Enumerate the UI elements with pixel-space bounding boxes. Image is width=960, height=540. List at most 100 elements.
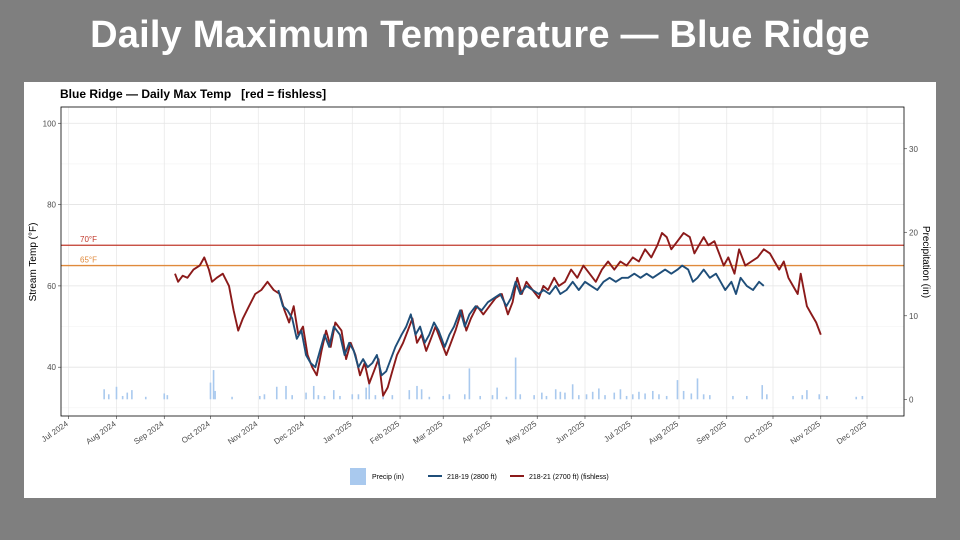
precip-bar — [357, 394, 360, 400]
precip-bar — [702, 394, 705, 400]
precip-bar — [564, 392, 566, 400]
precip-bar — [442, 395, 445, 400]
precip-bar — [209, 382, 212, 400]
precip-bar — [214, 390, 216, 400]
precip-bar — [365, 387, 367, 400]
precip-bar — [696, 378, 699, 400]
reference-line-label: 65°F — [80, 256, 97, 265]
precip-bar — [855, 396, 858, 400]
precip-bar — [107, 394, 110, 400]
precip-bar — [263, 394, 266, 400]
precip-bar — [801, 395, 804, 400]
precip-bar — [166, 395, 169, 400]
x-tick-label: Oct 2025 — [742, 419, 774, 445]
precip-bar — [709, 395, 711, 400]
precip-bar — [514, 357, 517, 400]
chart-title: Blue Ridge — Daily Max Temp [red = fishl… — [60, 87, 326, 101]
precip-bar — [806, 390, 808, 400]
precip-bar — [690, 393, 693, 400]
reference-line-label: 70°F — [80, 235, 97, 244]
precip-bar — [631, 394, 634, 400]
x-tick-label: Dec 2025 — [835, 419, 869, 446]
precip-bar — [420, 389, 423, 400]
precip-bar — [323, 395, 326, 400]
x-tick-label: Aug 2025 — [647, 419, 681, 446]
precip-bar — [231, 396, 233, 400]
x-tick-label: May 2025 — [504, 419, 538, 447]
y2-tick-label: 0 — [909, 395, 914, 404]
legend-precip-label: Precip (in) — [372, 474, 404, 481]
precip-bar — [351, 394, 354, 400]
precip-bar — [682, 390, 685, 400]
precip-bar — [665, 395, 668, 400]
precip-bar — [519, 394, 522, 400]
grid-layer — [61, 107, 904, 416]
precip-bar — [391, 395, 394, 400]
precip-bar — [644, 393, 646, 400]
precip-bar — [792, 395, 794, 400]
precip-bar — [103, 389, 105, 400]
precip-bar — [651, 390, 654, 400]
slide-title: Daily Maximum Temperature — Blue Ridge — [90, 14, 870, 56]
precip-bar — [368, 378, 371, 400]
x-tick-label: Aug 2024 — [84, 419, 118, 446]
precip-bar — [619, 389, 622, 400]
precip-bar — [571, 384, 574, 400]
precip-bar — [212, 370, 215, 400]
legend-precip-swatch — [350, 468, 366, 485]
x-tick-label: Sep 2025 — [695, 419, 729, 446]
precip-bar — [491, 395, 494, 400]
precip-bar — [746, 395, 748, 400]
precip-bar — [766, 394, 768, 400]
x-tick-label: Oct 2024 — [180, 419, 212, 445]
x-tick-label: Sep 2024 — [132, 419, 166, 446]
x-tick-label: Nov 2025 — [789, 419, 823, 446]
precip-bar — [732, 395, 734, 400]
legend: Precip (in) 218-19 (2800 ft) 218-21 (2700 … — [350, 468, 609, 485]
x-tick-label: Jun 2025 — [554, 419, 587, 446]
x-tick-label: Nov 2024 — [226, 419, 260, 446]
precip-bar — [818, 394, 821, 400]
precip-bar — [374, 395, 377, 400]
precip-bar — [545, 395, 548, 400]
precip-bar — [291, 395, 293, 400]
precip-bar — [591, 391, 594, 400]
precip-bar — [131, 390, 133, 400]
y-tick-label: 80 — [47, 201, 56, 210]
precip-bar — [541, 392, 543, 400]
x-tick-label: Jan 2025 — [321, 419, 354, 446]
precip-bars — [103, 357, 864, 400]
chart-panel: Blue Ridge — Daily Max Temp [red = fishl… — [24, 82, 936, 498]
precip-bar — [463, 394, 466, 400]
precip-bar — [428, 396, 431, 400]
y2-tick-label: 20 — [909, 228, 918, 237]
precip-bar — [585, 394, 588, 400]
axis-labels: 40 60 80 100 0 10 20 30 Jul 2024 Aug 2024 Sep 2024… — [40, 119, 919, 447]
precip-bar — [259, 395, 261, 400]
precip-bar — [658, 394, 660, 400]
x-tick-label: Jul 2025 — [602, 419, 632, 444]
precip-bar — [479, 395, 481, 400]
y-axis-title: Stream Temp (°F) — [28, 223, 39, 302]
precip-bar — [305, 392, 307, 400]
series-lines — [174, 232, 822, 397]
precip-bar — [317, 395, 320, 400]
precip-bar — [285, 385, 287, 400]
precip-bar — [604, 395, 606, 400]
precip-bar — [638, 391, 640, 400]
precip-bar — [312, 385, 315, 400]
temperature-chart: Blue Ridge — Daily Max Temp [red = fishl… — [28, 87, 931, 485]
precip-bar — [598, 388, 600, 400]
x-tick-label: Apr 2025 — [460, 419, 492, 445]
precip-bar — [761, 385, 764, 400]
precip-bar — [163, 393, 166, 400]
legend-218-21-label: 218-21 (2700 ft) (fishless) — [529, 474, 609, 481]
precip-bar — [861, 395, 864, 400]
precip-bar — [115, 386, 118, 400]
y-tick-label: 60 — [47, 282, 56, 291]
precip-bar — [578, 395, 580, 400]
precip-bar — [126, 392, 129, 400]
precip-bar — [275, 386, 278, 400]
precip-bar — [144, 396, 147, 400]
y-tick-label: 40 — [47, 363, 56, 372]
